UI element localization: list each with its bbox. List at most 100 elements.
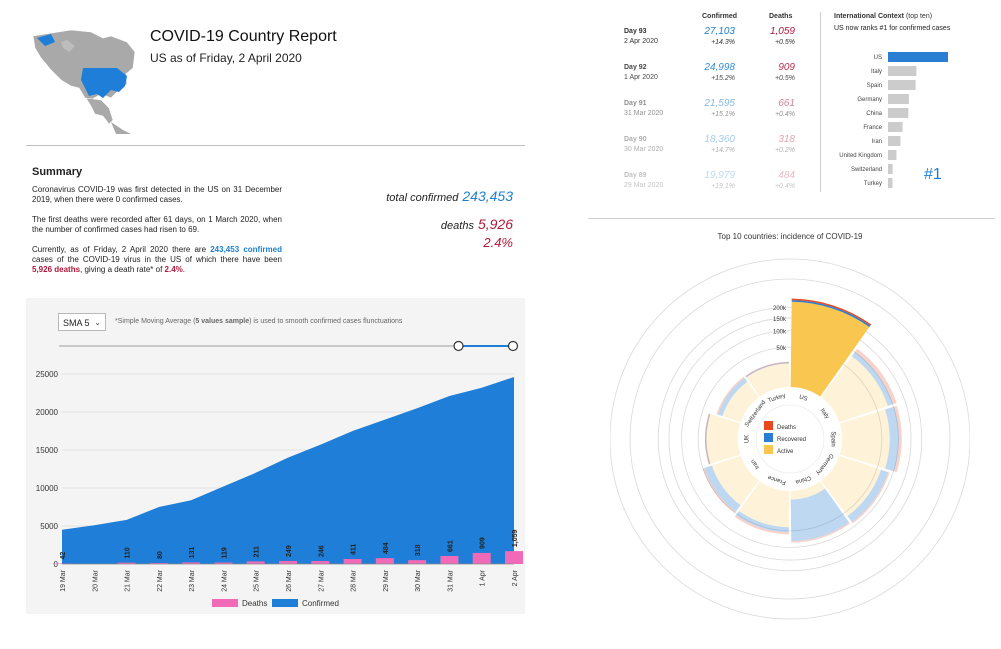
rank-category-label: Italy bbox=[871, 69, 882, 75]
x-tick-label: 22 Mar bbox=[157, 569, 164, 591]
segment-deaths bbox=[734, 515, 789, 535]
table-row: Day 91 31 Mar 2020 21,595 +15.1% 661 +0.4% bbox=[620, 98, 810, 128]
row-day: Day 89 bbox=[624, 172, 647, 179]
stat-deaths: deaths 5,926 bbox=[441, 216, 513, 232]
segment-recovered bbox=[851, 351, 894, 406]
radial-tick-label: 150k bbox=[773, 317, 787, 323]
segment-recovered bbox=[745, 362, 790, 378]
segment-active bbox=[839, 409, 890, 469]
bar-deaths bbox=[117, 562, 136, 564]
table-row: Day 89 29 Mar 2020 19,979 +19.1% 484 +0.4% bbox=[620, 170, 810, 200]
summary-text: , giving a death rate* of bbox=[80, 265, 163, 274]
segment-recovered bbox=[736, 511, 789, 533]
y-tick-label: 25000 bbox=[36, 370, 59, 379]
country-map bbox=[31, 28, 138, 134]
radial-chart-title: Top 10 countries: incidence of COVID-19 bbox=[717, 232, 863, 241]
x-tick-label: 21 Mar bbox=[125, 569, 132, 591]
sma-select[interactable]: SMA 5 ⌄ bbox=[58, 313, 106, 331]
y-tick-label: 5000 bbox=[40, 522, 58, 531]
bar-label: 211 bbox=[254, 546, 261, 557]
rank-label: #1 bbox=[924, 166, 942, 183]
row-confirmed-pct: +15.2% bbox=[711, 75, 735, 82]
summary-paragraph-first-detected: Coronavirus COVID-19 was first detected … bbox=[32, 185, 282, 204]
y-tick-label: 10000 bbox=[36, 484, 59, 493]
radial-category-label: Turkey bbox=[767, 393, 786, 404]
sma-select-value: SMA 5 bbox=[63, 318, 90, 328]
range-handle-end[interactable] bbox=[507, 340, 519, 352]
bar-label: 661 bbox=[447, 540, 454, 552]
legend-swatch bbox=[212, 599, 238, 607]
table-row: Day 92 1 Apr 2020 24,998 +15.2% 909 +0.5% bbox=[620, 62, 810, 92]
row-confirmed-pct: +15.1% bbox=[711, 111, 735, 118]
stat-value: 5,926 bbox=[477, 216, 513, 232]
page-subtitle: US as of Friday, 2 April 2020 bbox=[150, 51, 302, 65]
radial-category-label: Italy bbox=[819, 408, 830, 420]
bar-label: 909 bbox=[480, 537, 487, 549]
page-title: COVID-19 Country Report bbox=[150, 28, 337, 45]
radial-ring bbox=[697, 346, 883, 532]
segment-active bbox=[790, 481, 826, 500]
x-tick-label: 1 Apr bbox=[480, 569, 487, 586]
radial-chart: USItalySpainGermanyChinaFranceIranUKSwit… bbox=[610, 258, 970, 620]
rank-chart: US Italy Spain Germany China France Iran United… bbox=[839, 52, 948, 188]
radial-tick-label: 50k bbox=[776, 346, 787, 352]
summary-rate-highlight: 2.4% bbox=[164, 265, 183, 274]
y-tick-label: 15000 bbox=[36, 446, 59, 455]
segment-active bbox=[722, 381, 759, 423]
summary-text: cases of the COVID-19 virus in the US of… bbox=[32, 255, 282, 264]
row-confirmed-pct: +14.7% bbox=[711, 147, 735, 154]
bar-deaths bbox=[279, 560, 297, 564]
legend-label: Deaths bbox=[242, 599, 267, 608]
legend-swatch bbox=[764, 445, 773, 454]
international-title: International Context (top ten) bbox=[834, 13, 932, 20]
row-deaths: 661 bbox=[778, 98, 795, 109]
rank-bar bbox=[888, 66, 917, 76]
bar-label: 80 bbox=[157, 551, 164, 559]
row-deaths: 909 bbox=[778, 62, 795, 73]
bar-label: 42 bbox=[60, 552, 67, 560]
bar-deaths bbox=[214, 562, 233, 564]
segment-active bbox=[738, 481, 790, 528]
table-row: Day 90 30 Mar 2020 18,360 +14.7% 318 +0.2% bbox=[620, 134, 810, 164]
legend-swatch bbox=[272, 599, 298, 607]
segment-deaths bbox=[854, 348, 897, 405]
range-handle-start[interactable] bbox=[453, 340, 464, 352]
bar-label: 318 bbox=[415, 544, 422, 556]
x-tick-label: 27 Mar bbox=[318, 569, 325, 591]
bar-deaths bbox=[408, 560, 427, 564]
segment-recovered bbox=[847, 469, 889, 523]
row-deaths: 318 bbox=[778, 134, 795, 145]
row-deaths-pct: +0.4% bbox=[774, 183, 795, 190]
summary-deaths-highlight: 5,926 deaths bbox=[32, 265, 81, 274]
summary-paragraph-current: Currently, as of Friday, 2 April 2020 th… bbox=[32, 245, 282, 275]
sma-note-text: ) is used to smooth confirmed cases flun… bbox=[249, 318, 403, 325]
stat-total-confirmed: total confirmed 243,453 bbox=[386, 188, 513, 204]
column-header-deaths: Deaths bbox=[769, 13, 793, 20]
segment-recovered bbox=[885, 406, 899, 472]
x-tick-label: 30 Mar bbox=[415, 569, 422, 591]
row-day: Day 93 bbox=[624, 28, 647, 35]
rank-bar bbox=[888, 150, 897, 160]
bar-deaths bbox=[149, 563, 168, 564]
bar-deaths bbox=[343, 559, 362, 564]
rank-category-label: Iran bbox=[872, 139, 882, 145]
rank-category-label: Spain bbox=[867, 83, 882, 89]
summary-paragraph-first-deaths: The first deaths were recorded after 61 … bbox=[32, 215, 282, 234]
x-tick-label: 25 Mar bbox=[254, 569, 261, 591]
rank-bar bbox=[888, 94, 909, 104]
radial-category-label: UK bbox=[745, 435, 751, 443]
stat-death-rate: 2.4% bbox=[483, 235, 513, 250]
segment-deaths bbox=[704, 413, 711, 465]
row-confirmed: 18,360 bbox=[704, 134, 735, 145]
rank-category-label: Turkey bbox=[864, 181, 882, 187]
row-deaths: 484 bbox=[778, 170, 795, 181]
row-date: 2 Apr 2020 bbox=[624, 38, 658, 45]
segment-active bbox=[706, 414, 741, 464]
rank-category-label: Switzerland bbox=[851, 167, 882, 173]
summary-text: Currently, as of Friday, 2 April 2020 th… bbox=[32, 245, 207, 254]
row-day: Day 90 bbox=[624, 136, 647, 143]
radial-category-label: Spain bbox=[829, 431, 835, 446]
rank-category-label: Germany bbox=[857, 97, 882, 103]
daily-table: Confirmed Deaths Day 93 2 Apr 2020 27,103 +14… bbox=[620, 10, 810, 200]
segment-active bbox=[746, 363, 790, 397]
